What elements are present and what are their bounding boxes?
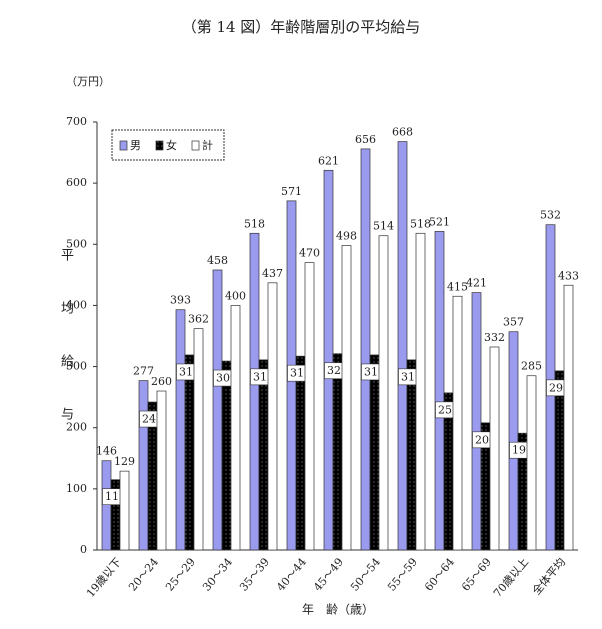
bar (378, 235, 389, 551)
value-label: 415 (447, 280, 468, 293)
x-tick-label: 65～69 (459, 556, 494, 594)
value-label: 146 (96, 445, 117, 458)
y-tick-label: 100 (66, 482, 87, 495)
bar (193, 328, 204, 551)
value-label: 260 (151, 375, 172, 388)
value-label: 532 (540, 209, 561, 222)
bar (267, 282, 278, 551)
value-label: 518 (410, 217, 431, 230)
y-tick-label: 200 (66, 421, 87, 434)
bar (323, 169, 334, 551)
bar (221, 360, 232, 551)
x-tick-label: 45～49 (311, 556, 346, 594)
value-label: 421 (466, 277, 487, 290)
legend-label: 女 (166, 138, 177, 152)
value-label: 332 (484, 331, 505, 344)
bar (184, 354, 195, 551)
legend-box (111, 129, 225, 161)
value-label: 514 (373, 220, 394, 233)
bar (554, 370, 565, 551)
bar (119, 470, 130, 551)
bar (249, 232, 260, 551)
legend-label: 男 (130, 139, 141, 152)
x-tick-label: 35～39 (237, 556, 272, 594)
bar (471, 292, 482, 551)
value-label: 518 (244, 217, 265, 230)
value-label: 458 (207, 254, 228, 267)
legend-swatch (191, 140, 200, 151)
value-label: 277 (133, 365, 154, 378)
value-label: 129 (114, 455, 135, 468)
value-label: 433 (558, 269, 579, 282)
unit-label: （万円） (66, 75, 110, 88)
bar (332, 353, 343, 551)
y-tick-label: 300 (66, 360, 87, 373)
value-label: 470 (299, 247, 320, 260)
bar (397, 141, 408, 551)
bar (415, 232, 426, 551)
x-tick-label: 40～44 (274, 556, 309, 594)
legend-swatch (155, 140, 164, 151)
value-label: 521 (429, 215, 450, 228)
x-tick-label: 25～29 (163, 556, 198, 594)
bar (489, 346, 500, 551)
bar (406, 359, 417, 551)
bar (101, 460, 112, 551)
bar (138, 380, 149, 551)
y-tick-label: 600 (66, 176, 87, 189)
value-label: 362 (188, 313, 209, 326)
value-label: 571 (281, 185, 302, 198)
value-label: 285 (521, 360, 542, 373)
bar (526, 375, 537, 551)
x-axis-label: 年 齢（歳） (302, 602, 374, 617)
x-tick-label: 50～54 (348, 556, 383, 594)
x-tick-label: 全体平均 (529, 555, 568, 598)
x-tick-label: 19歳以下 (84, 556, 124, 600)
legend-label: 計 (202, 138, 213, 152)
bar (304, 262, 315, 551)
value-label: 357 (503, 316, 524, 329)
y-tick-label: 400 (66, 298, 87, 311)
value-label: 393 (170, 294, 191, 307)
value-label: 437 (262, 267, 283, 280)
x-tick-label: 55～59 (385, 556, 420, 594)
x-tick-label: 70歳以上 (491, 556, 531, 600)
bar (360, 148, 371, 551)
y-axis-label: 平均給与 (58, 248, 73, 460)
x-tick-label: 30～34 (200, 556, 235, 594)
bar (563, 284, 574, 551)
bar (434, 231, 445, 551)
value-label: 498 (336, 230, 357, 243)
bar (258, 359, 269, 551)
bar (341, 245, 352, 551)
value-label: 621 (318, 154, 339, 167)
x-tick-label: 60～64 (422, 556, 457, 594)
value-label: 668 (392, 126, 413, 139)
bar (212, 269, 223, 551)
bar (175, 309, 186, 551)
y-tick-label: 500 (66, 237, 87, 250)
y-tick-label: 700 (66, 115, 87, 128)
bar (452, 295, 463, 551)
y-tick-label: 0 (80, 543, 87, 556)
bar (369, 354, 380, 551)
x-tick-label: 20～24 (126, 556, 161, 594)
value-label: 656 (355, 133, 376, 146)
bar (508, 331, 519, 551)
value-label: 400 (225, 289, 246, 302)
legend-swatch (119, 140, 128, 151)
bar (230, 305, 241, 551)
chart-title: （第 14 図）年齢階層別の平均給与 (182, 18, 421, 36)
bar (295, 355, 306, 551)
bar (156, 390, 167, 551)
